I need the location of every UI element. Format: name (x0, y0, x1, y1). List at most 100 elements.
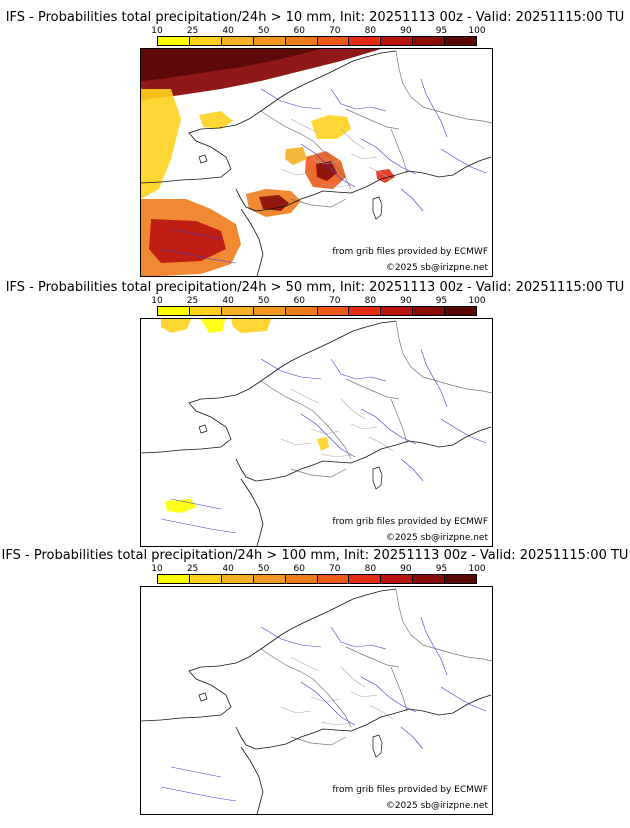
colorbar-labels: 10 25 40 50 60 70 80 90 95 100 (151, 564, 485, 574)
country-borders (260, 588, 492, 746)
colorbar-tick-label: 80 (364, 26, 377, 36)
colorbar-labels: 10 25 40 50 60 70 80 90 95 100 (151, 26, 485, 36)
colorbar-segment (189, 307, 222, 315)
coastline (141, 50, 492, 276)
colorbar-tick-label: 90 (400, 26, 412, 36)
source-credit: from grib files provided by ECMWF (332, 517, 488, 528)
colorbar-tick-label: 10 (151, 296, 163, 306)
panel-title: IFS - Probabilities total precipitation/… (1, 548, 629, 563)
colorbar: 10 25 40 50 60 70 80 90 95 100 (151, 26, 486, 48)
precip-probability-area (201, 319, 225, 333)
colorbar-segment (445, 37, 477, 45)
precip-probability-area (161, 319, 191, 333)
colorbar-segment (221, 37, 254, 45)
copyright-credit: ©2025 sb@irizpne.net (385, 263, 488, 274)
map-base (141, 588, 492, 814)
copyright-credit: ©2025 sb@irizpne.net (385, 533, 488, 544)
coastline (141, 320, 492, 546)
map-base (141, 49, 492, 276)
colorbar-labels: 10 25 40 50 60 70 80 90 95 100 (151, 296, 485, 306)
colorbar-segment (189, 37, 222, 45)
colorbar-tick-label: 25 (186, 564, 199, 574)
admin-boundaries (280, 656, 394, 726)
colorbar-segment (381, 575, 414, 583)
colorbar-bar (157, 574, 477, 584)
colorbar-segment (413, 575, 446, 583)
colorbar-tick-label: 90 (400, 296, 412, 306)
panel-title: IFS - Probabilities total precipitation/… (5, 280, 625, 295)
country-borders (260, 320, 492, 478)
colorbar-segment (349, 307, 382, 315)
map-frame[interactable]: from grib files provided by ECMWF ©2025 … (140, 586, 493, 815)
coastline (141, 588, 492, 814)
colorbar-tick-label: 25 (186, 26, 199, 36)
colorbar-segment (285, 575, 318, 583)
precip-probability-area (285, 147, 307, 165)
colorbar-tick-label: 90 (400, 564, 412, 574)
map-base (141, 319, 492, 546)
colorbar: 10 25 40 50 60 70 80 90 95 100 (151, 564, 486, 586)
island-outline (198, 154, 383, 220)
colorbar-tick-label: 40 (222, 26, 234, 36)
colorbar: 10 25 40 50 60 70 80 90 95 100 (151, 296, 486, 318)
colorbar-tick-label: 10 (151, 26, 163, 36)
colorbar-segment (158, 575, 190, 583)
precip-probability-area (316, 161, 337, 181)
colorbar-segment (285, 37, 318, 45)
rivers (160, 78, 487, 264)
colorbar-segment (445, 575, 477, 583)
colorbar-tick-label: 95 (435, 296, 448, 306)
colorbar-tick-label: 95 (435, 564, 448, 574)
colorbar-segment (349, 575, 382, 583)
admin-boundaries (280, 388, 394, 458)
colorbar-tick-label: 10 (151, 564, 163, 574)
precip-probability-area (141, 89, 181, 199)
colorbar-segment (189, 575, 222, 583)
colorbar-segment (381, 307, 414, 315)
colorbar-bar (157, 306, 477, 316)
colorbar-segment (413, 37, 446, 45)
colorbar-tick-label: 60 (293, 296, 305, 306)
map-panel-100mm: IFS - Probabilities total precipitation/… (0, 548, 630, 816)
colorbar-tick-label: 40 (222, 564, 234, 574)
island-outline (198, 424, 383, 490)
map-frame[interactable]: from grib files provided by ECMWF ©2025 … (140, 48, 493, 277)
colorbar-tick-label: 50 (257, 296, 270, 306)
colorbar-tick-label: 60 (293, 26, 305, 36)
colorbar-segment (253, 37, 286, 45)
colorbar-tick-label: 80 (364, 564, 377, 574)
colorbar-segment (445, 307, 477, 315)
panel-title: IFS - Probabilities total precipitation/… (5, 10, 625, 25)
precip-probability-area (199, 111, 233, 129)
map-frame[interactable]: from grib files provided by ECMWF ©2025 … (140, 318, 493, 547)
colorbar-segment (349, 37, 382, 45)
colorbar-tick-label: 100 (468, 296, 486, 306)
colorbar-segment (221, 307, 254, 315)
colorbar-tick-label: 25 (186, 296, 199, 306)
colorbar-tick-label: 100 (468, 26, 486, 36)
precip-probability-area (149, 219, 226, 263)
colorbar-segment (317, 37, 350, 45)
rivers (160, 348, 487, 534)
colorbar-bar (157, 36, 477, 46)
colorbar-tick-label: 70 (329, 564, 341, 574)
colorbar-segment (158, 37, 190, 45)
precip-probability-area (317, 437, 329, 451)
colorbar-segment (158, 307, 190, 315)
precip-probability-area (231, 319, 271, 333)
precip-probability-area (311, 115, 351, 139)
colorbar-tick-label: 60 (293, 564, 305, 574)
island-outline (198, 692, 383, 758)
colorbar-tick-label: 70 (329, 296, 341, 306)
copyright-credit: ©2025 sb@irizpne.net (385, 801, 488, 812)
colorbar-segment (285, 307, 318, 315)
colorbar-tick-label: 50 (257, 26, 270, 36)
map-panel-50mm: IFS - Probabilities total precipitation/… (0, 280, 630, 548)
colorbar-segment (413, 307, 446, 315)
country-borders (260, 50, 492, 208)
map-panel-10mm: IFS - Probabilities total precipitation/… (0, 10, 630, 278)
colorbar-segment (253, 575, 286, 583)
rivers (160, 616, 487, 802)
colorbar-tick-label: 50 (257, 564, 270, 574)
colorbar-tick-label: 100 (468, 564, 486, 574)
